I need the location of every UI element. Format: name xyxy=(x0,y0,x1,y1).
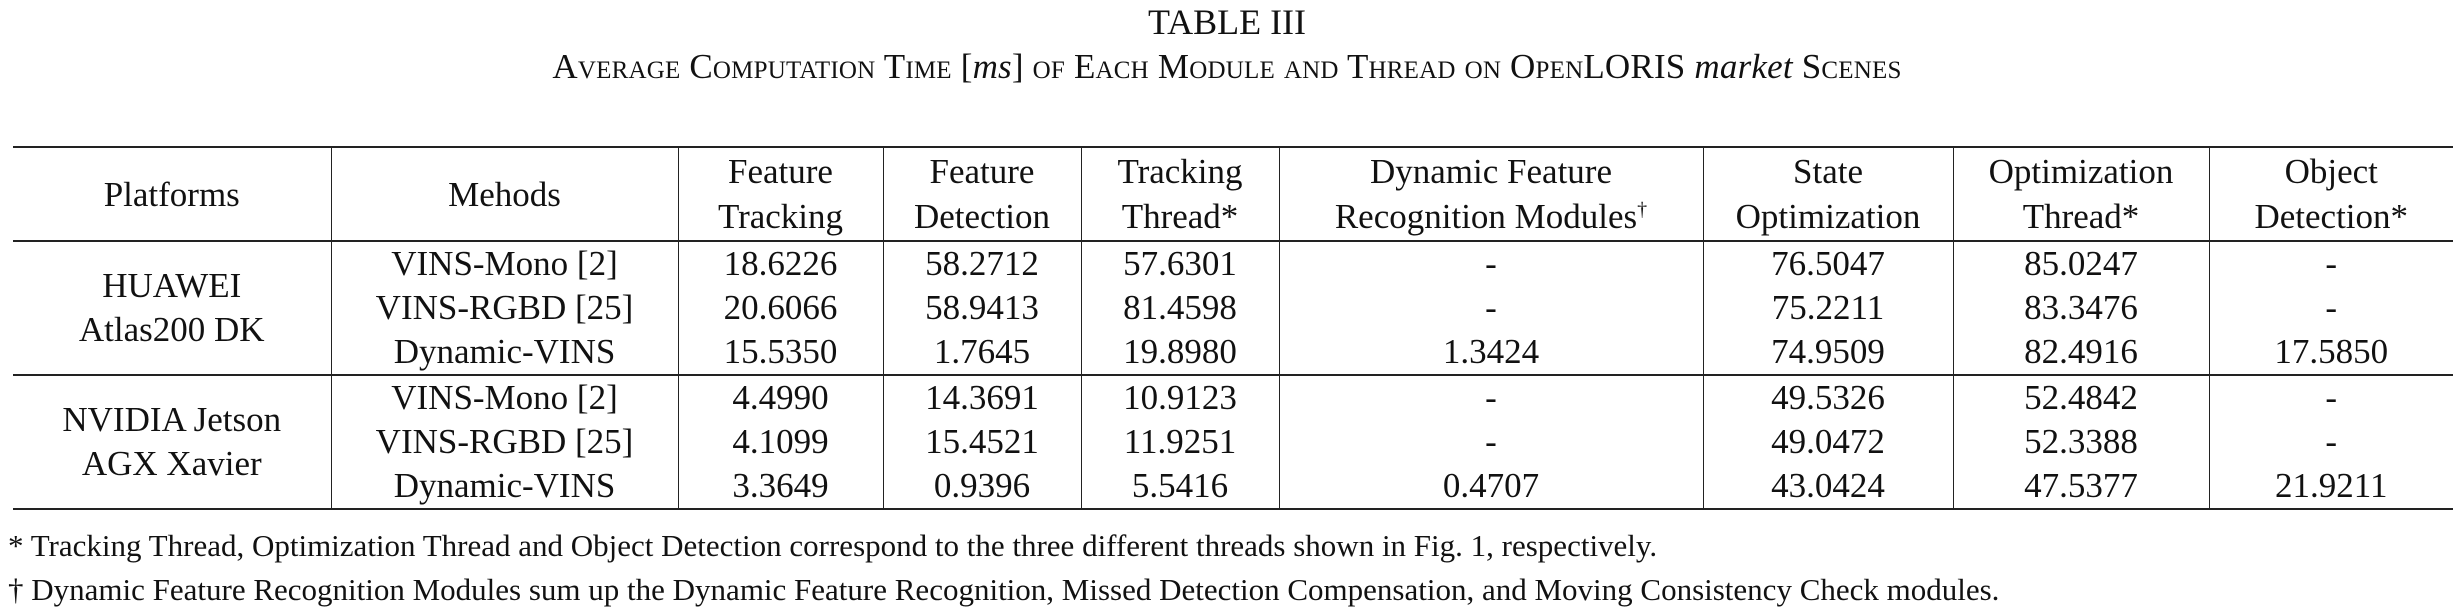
title-suffix: Scenes xyxy=(1792,47,1902,86)
title-prefix: Average Computation Time [ xyxy=(552,47,973,86)
dynamic-feature-cell: - xyxy=(1278,374,1704,420)
feature-tracking-cell: 15.5350 xyxy=(677,330,884,376)
title-middle: ] of Each Module and Thread on OpenLORIS xyxy=(1011,47,1695,86)
state-optimization-cell: 75.2211 xyxy=(1702,286,1954,330)
feature-tracking-cell: 20.6066 xyxy=(677,286,884,330)
state-optimization-cell: 49.5326 xyxy=(1702,374,1954,420)
table-row: Dynamic-VINS 3.3649 0.9396 5.5416 0.4707… xyxy=(13,464,2453,510)
header-platforms: Platforms xyxy=(13,146,332,242)
table-footnotes: * Tracking Thread, Optimization Thread a… xyxy=(8,524,2448,612)
feature-detection-cell: 58.9413 xyxy=(882,286,1082,330)
method-cell: VINS-RGBD [25] xyxy=(330,420,679,464)
feature-tracking-cell: 4.1099 xyxy=(677,420,884,464)
object-detection-cell: 17.5850 xyxy=(2208,330,2453,376)
table-title: Average Computation Time [ms] of Each Mo… xyxy=(0,46,2454,88)
object-detection-cell: - xyxy=(2208,374,2453,420)
tracking-thread-cell: 10.9123 xyxy=(1080,374,1280,420)
tracking-thread-cell: 19.8980 xyxy=(1080,330,1280,376)
feature-detection-cell: 58.2712 xyxy=(882,241,1082,286)
header-dynamic-feature: Dynamic Feature Recognition Modules† xyxy=(1278,146,1704,242)
tracking-thread-cell: 81.4598 xyxy=(1080,286,1280,330)
optimization-thread-cell: 52.4842 xyxy=(1952,374,2210,420)
method-cell: VINS-Mono [2] xyxy=(330,374,679,420)
platform-cell: NVIDIA Jetson AGX Xavier xyxy=(13,374,332,510)
table-row: VINS-RGBD [25] 20.6066 58.9413 81.4598 -… xyxy=(13,286,2453,330)
method-cell: VINS-Mono [2] xyxy=(330,241,679,286)
tracking-thread-cell: 57.6301 xyxy=(1080,241,1280,286)
method-cell: Dynamic-VINS xyxy=(330,330,679,376)
header-object-detection: Object Detection* xyxy=(2208,146,2453,242)
object-detection-cell: - xyxy=(2208,241,2453,286)
state-optimization-cell: 74.9509 xyxy=(1702,330,1954,376)
table-row: HUAWEI Atlas200 DK VINS-Mono [2] 18.6226 … xyxy=(13,241,2453,376)
platform-cell: HUAWEI Atlas200 DK xyxy=(13,241,332,376)
dynamic-feature-cell: - xyxy=(1278,286,1704,330)
header-feature-tracking: Feature Tracking xyxy=(677,146,884,242)
method-cell: Dynamic-VINS xyxy=(330,464,679,510)
optimization-thread-cell: 47.5377 xyxy=(1952,464,2210,510)
tracking-thread-cell: 5.5416 xyxy=(1080,464,1280,510)
feature-detection-cell: 14.3691 xyxy=(882,374,1082,420)
header-state-optimization: State Optimization xyxy=(1702,146,1954,242)
title-scene: market xyxy=(1694,47,1793,86)
computation-time-table: Platforms Mehods Feature Tracking Feature… xyxy=(13,146,2453,510)
feature-detection-cell: 0.9396 xyxy=(882,464,1082,510)
dynamic-feature-cell: - xyxy=(1278,241,1704,286)
tracking-thread-cell: 11.9251 xyxy=(1080,420,1280,464)
dynamic-feature-cell: 1.3424 xyxy=(1278,330,1704,376)
header-feature-detection: Feature Detection xyxy=(882,146,1082,242)
optimization-thread-cell: 85.0247 xyxy=(1952,241,2210,286)
header-optimization-thread: Optimization Thread* xyxy=(1952,146,2210,242)
footnote-threads: * Tracking Thread, Optimization Thread a… xyxy=(8,528,1658,563)
state-optimization-cell: 43.0424 xyxy=(1702,464,1954,510)
object-detection-cell: 21.9211 xyxy=(2208,464,2453,510)
feature-detection-cell: 15.4521 xyxy=(882,420,1082,464)
optimization-thread-cell: 52.3388 xyxy=(1952,420,2210,464)
feature-tracking-cell: 3.3649 xyxy=(677,464,884,510)
object-detection-cell: - xyxy=(2208,420,2453,464)
feature-tracking-cell: 18.6226 xyxy=(677,241,884,286)
feature-tracking-cell: 4.4990 xyxy=(677,374,884,420)
dynamic-feature-cell: 0.4707 xyxy=(1278,464,1704,510)
state-optimization-cell: 76.5047 xyxy=(1702,241,1954,286)
table-row: VINS-RGBD [25] 4.1099 15.4521 11.9251 - … xyxy=(13,420,2453,464)
table-row: NVIDIA Jetson AGX Xavier VINS-Mono [2] 4.… xyxy=(13,374,2453,510)
optimization-thread-cell: 82.4916 xyxy=(1952,330,2210,376)
header-tracking-thread: Tracking Thread* xyxy=(1080,146,1280,242)
dynamic-feature-cell: - xyxy=(1278,420,1704,464)
table-row: Dynamic-VINS 15.5350 1.7645 19.8980 1.34… xyxy=(13,330,2453,376)
state-optimization-cell: 49.0472 xyxy=(1702,420,1954,464)
table-header-row: Platforms Mehods Feature Tracking Feature… xyxy=(13,146,2453,242)
object-detection-cell: - xyxy=(2208,286,2453,330)
title-unit: ms xyxy=(972,47,1012,86)
footnote-dynamic-modules: † Dynamic Feature Recognition Modules su… xyxy=(8,572,2000,607)
header-methods: Mehods xyxy=(330,146,679,242)
feature-detection-cell: 1.7645 xyxy=(882,330,1082,376)
optimization-thread-cell: 83.3476 xyxy=(1952,286,2210,330)
table-label: TABLE III xyxy=(1147,2,1307,42)
method-cell: VINS-RGBD [25] xyxy=(330,286,679,330)
